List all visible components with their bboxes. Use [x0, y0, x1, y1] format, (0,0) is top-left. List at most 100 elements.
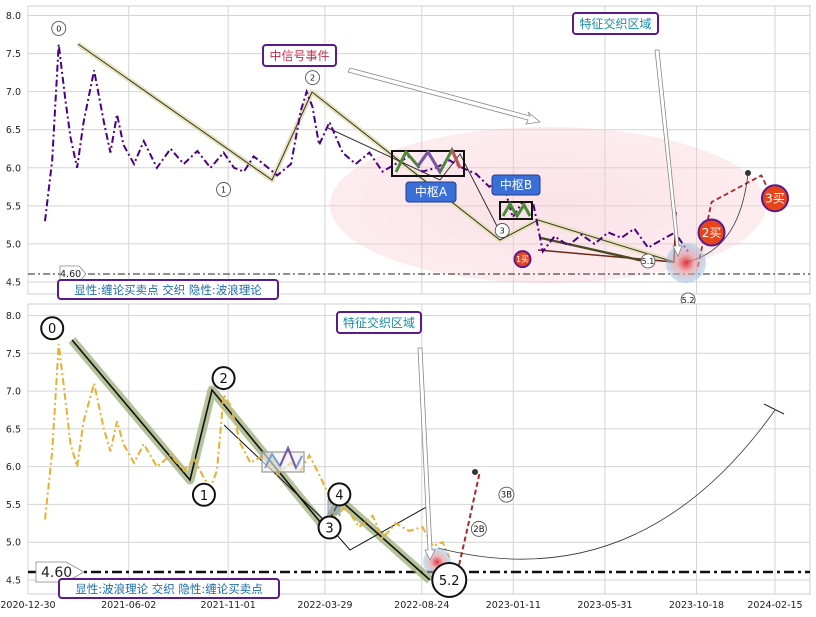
svg-text:1买: 1买: [516, 255, 529, 264]
top-wave-markers: 0 1 2 3 5.1 5.2: [51, 20, 696, 308]
pivot-b-zigzag: [501, 201, 532, 219]
bottom-forecast-arc: [437, 409, 776, 560]
bottom-pivot-zigzag-2: [279, 445, 297, 469]
y-tick-label: 7.0: [6, 87, 21, 98]
top-reference-label: 4.60: [60, 269, 81, 280]
y-tick-label: 5.0: [6, 538, 21, 549]
bottom-reference-label: 4.60: [41, 565, 72, 581]
svg-text:0: 0: [56, 24, 61, 33]
buy-point-3B: 3B: [498, 486, 515, 503]
wave-point-3: 3: [317, 515, 342, 540]
pivot-b-label: 中枢B: [491, 174, 541, 196]
svg-text:4: 4: [335, 488, 343, 503]
y-tick-label: 5.5: [6, 201, 21, 212]
svg-text:1: 1: [221, 185, 226, 194]
svg-text:5.1: 5.1: [642, 257, 655, 266]
svg-text:1: 1: [200, 489, 208, 504]
bottom-feature-zone-label: 特征交织区域: [336, 311, 422, 334]
bottom-grid: [27, 304, 810, 594]
buy-point-2买: 2买: [697, 218, 726, 247]
bottom-reference-arrow: [35, 561, 85, 583]
svg-text:显性:缠论买卖点 交织 隐性:波浪理论: 显性:缠论买卖点 交织 隐性:波浪理论: [74, 283, 262, 297]
top-trend-line: [540, 236, 649, 264]
svg-text:2: 2: [310, 74, 315, 83]
top-wave-inner: [327, 127, 501, 233]
pivot-a-zigzag-3: [450, 149, 462, 169]
x-tick-label: 2023-01-11: [486, 600, 541, 611]
svg-text:3B: 3B: [501, 491, 512, 501]
y-tick-label: 6.5: [6, 125, 21, 136]
y-tick-label: 6.5: [6, 424, 21, 435]
svg-text:特征交织区域: 特征交织区域: [579, 16, 651, 31]
y-tick-label: 5.5: [6, 500, 21, 511]
bottom-wave-markers: 0 1 2 3 4 5.2: [40, 316, 468, 598]
wave-point-1: 1: [191, 482, 216, 507]
svg-text:中枢B: 中枢B: [500, 177, 532, 192]
wave-point-2: 2: [211, 366, 236, 391]
svg-text:显性:波浪理论 交织 隐性:缠论买卖点: 显性:波浪理论 交织 隐性:缠论买卖点: [75, 582, 263, 596]
top-buy-markers: 1买 2买 3买: [513, 184, 789, 269]
y-tick-label: 7.5: [6, 49, 21, 60]
buy-point-2B: 2B: [470, 520, 487, 537]
svg-text:3: 3: [325, 522, 333, 537]
svg-text:3买: 3买: [765, 192, 785, 206]
top-feature-zone-label: 特征交织区域: [572, 12, 659, 35]
pivot-a-zigzag-2: [416, 149, 442, 173]
x-tick-label: 2020-12-30: [0, 600, 55, 611]
bottom-feature-zone-arrow: [417, 347, 436, 561]
wave-point-5.2: 5.2: [431, 561, 468, 598]
y-tick-label: 4.5: [6, 278, 21, 289]
svg-text:2B: 2B: [473, 525, 484, 535]
buy-point-1买: 1买: [513, 250, 532, 269]
x-tick-label: 2022-08-24: [394, 600, 449, 611]
signal-event-arrow: [347, 67, 541, 125]
bottom-buy-markers: 2B 3B: [470, 486, 515, 537]
wave-point-5.1: 5.1: [640, 253, 656, 269]
svg-text:中信号事件: 中信号事件: [269, 48, 329, 63]
x-tick-label: 2022-03-29: [297, 600, 352, 611]
y-tick-label: 5.0: [6, 239, 21, 250]
svg-text:5.2: 5.2: [439, 574, 460, 589]
x-tick-label: 2021-11-01: [201, 600, 256, 611]
bottom-forecast-peak: [472, 469, 478, 475]
svg-text:5.2: 5.2: [682, 296, 695, 305]
x-tick-label: 2021-06-02: [101, 600, 156, 611]
top-caption: 显性:缠论买卖点 交织 隐性:波浪理论: [57, 279, 279, 300]
signal-event-label: 中信号事件: [262, 44, 337, 67]
bottom-y-tick-labels: 8.0 7.5 7.0 6.5 6.0 5.5 5.0 4.5: [6, 311, 21, 587]
pivot-a-label: 中枢A: [405, 181, 457, 203]
x-tick-labels: 2020-12-30 2021-06-02 2021-11-01 2022-03-29…: [0, 600, 802, 611]
svg-text:中枢A: 中枢A: [415, 184, 448, 199]
wave-point-4: 4: [327, 482, 352, 507]
x-tick-label: 2023-05-31: [577, 600, 632, 611]
top-wave-line: [77, 43, 675, 263]
svg-text:3: 3: [500, 227, 505, 236]
x-tick-label: 2023-10-18: [669, 600, 724, 611]
svg-text:0: 0: [48, 322, 56, 337]
x-tick-label: 2024-02-15: [747, 600, 802, 611]
pivot-b-box: [499, 201, 533, 220]
y-tick-label: 6.0: [6, 462, 21, 473]
buy-point-3买: 3买: [761, 184, 789, 213]
wave-point-0: 0: [51, 20, 67, 36]
bottom-plot-frame: [27, 303, 811, 595]
y-tick-label: 8.0: [6, 11, 21, 22]
bottom-price-series: [44, 344, 451, 558]
svg-text:特征交织区域: 特征交织区域: [343, 315, 415, 330]
wave-point-1: 1: [216, 182, 232, 197]
bottom-caption: 显性:波浪理论 交织 隐性:缠论买卖点: [58, 578, 280, 599]
svg-text:2: 2: [219, 372, 227, 387]
y-tick-label: 8.0: [6, 311, 21, 322]
bottom-forecast-arc-tick: [763, 403, 785, 415]
top-feature-zone-arrow: [654, 49, 683, 257]
wave-point-3: 3: [494, 223, 510, 238]
top-price-series: [44, 44, 689, 254]
top-panel: 8.0 7.5 7.0 6.5 6.0 5.5 5.0 4.5 4.60 中枢A 中枢B: [6, 5, 811, 308]
svg-text:2买: 2买: [702, 226, 722, 240]
y-tick-label: 7.5: [6, 349, 21, 360]
bottom-pivot-box: [261, 451, 305, 473]
top-y-tick-labels: 8.0 7.5 7.0 6.5 6.0 5.5 5.0 4.5: [6, 11, 21, 289]
bottom-panel: 8.0 7.5 7.0 6.5 6.0 5.5 5.0 4.5 2020-12-30 2021-…: [0, 303, 811, 611]
y-tick-label: 6.0: [6, 163, 21, 174]
